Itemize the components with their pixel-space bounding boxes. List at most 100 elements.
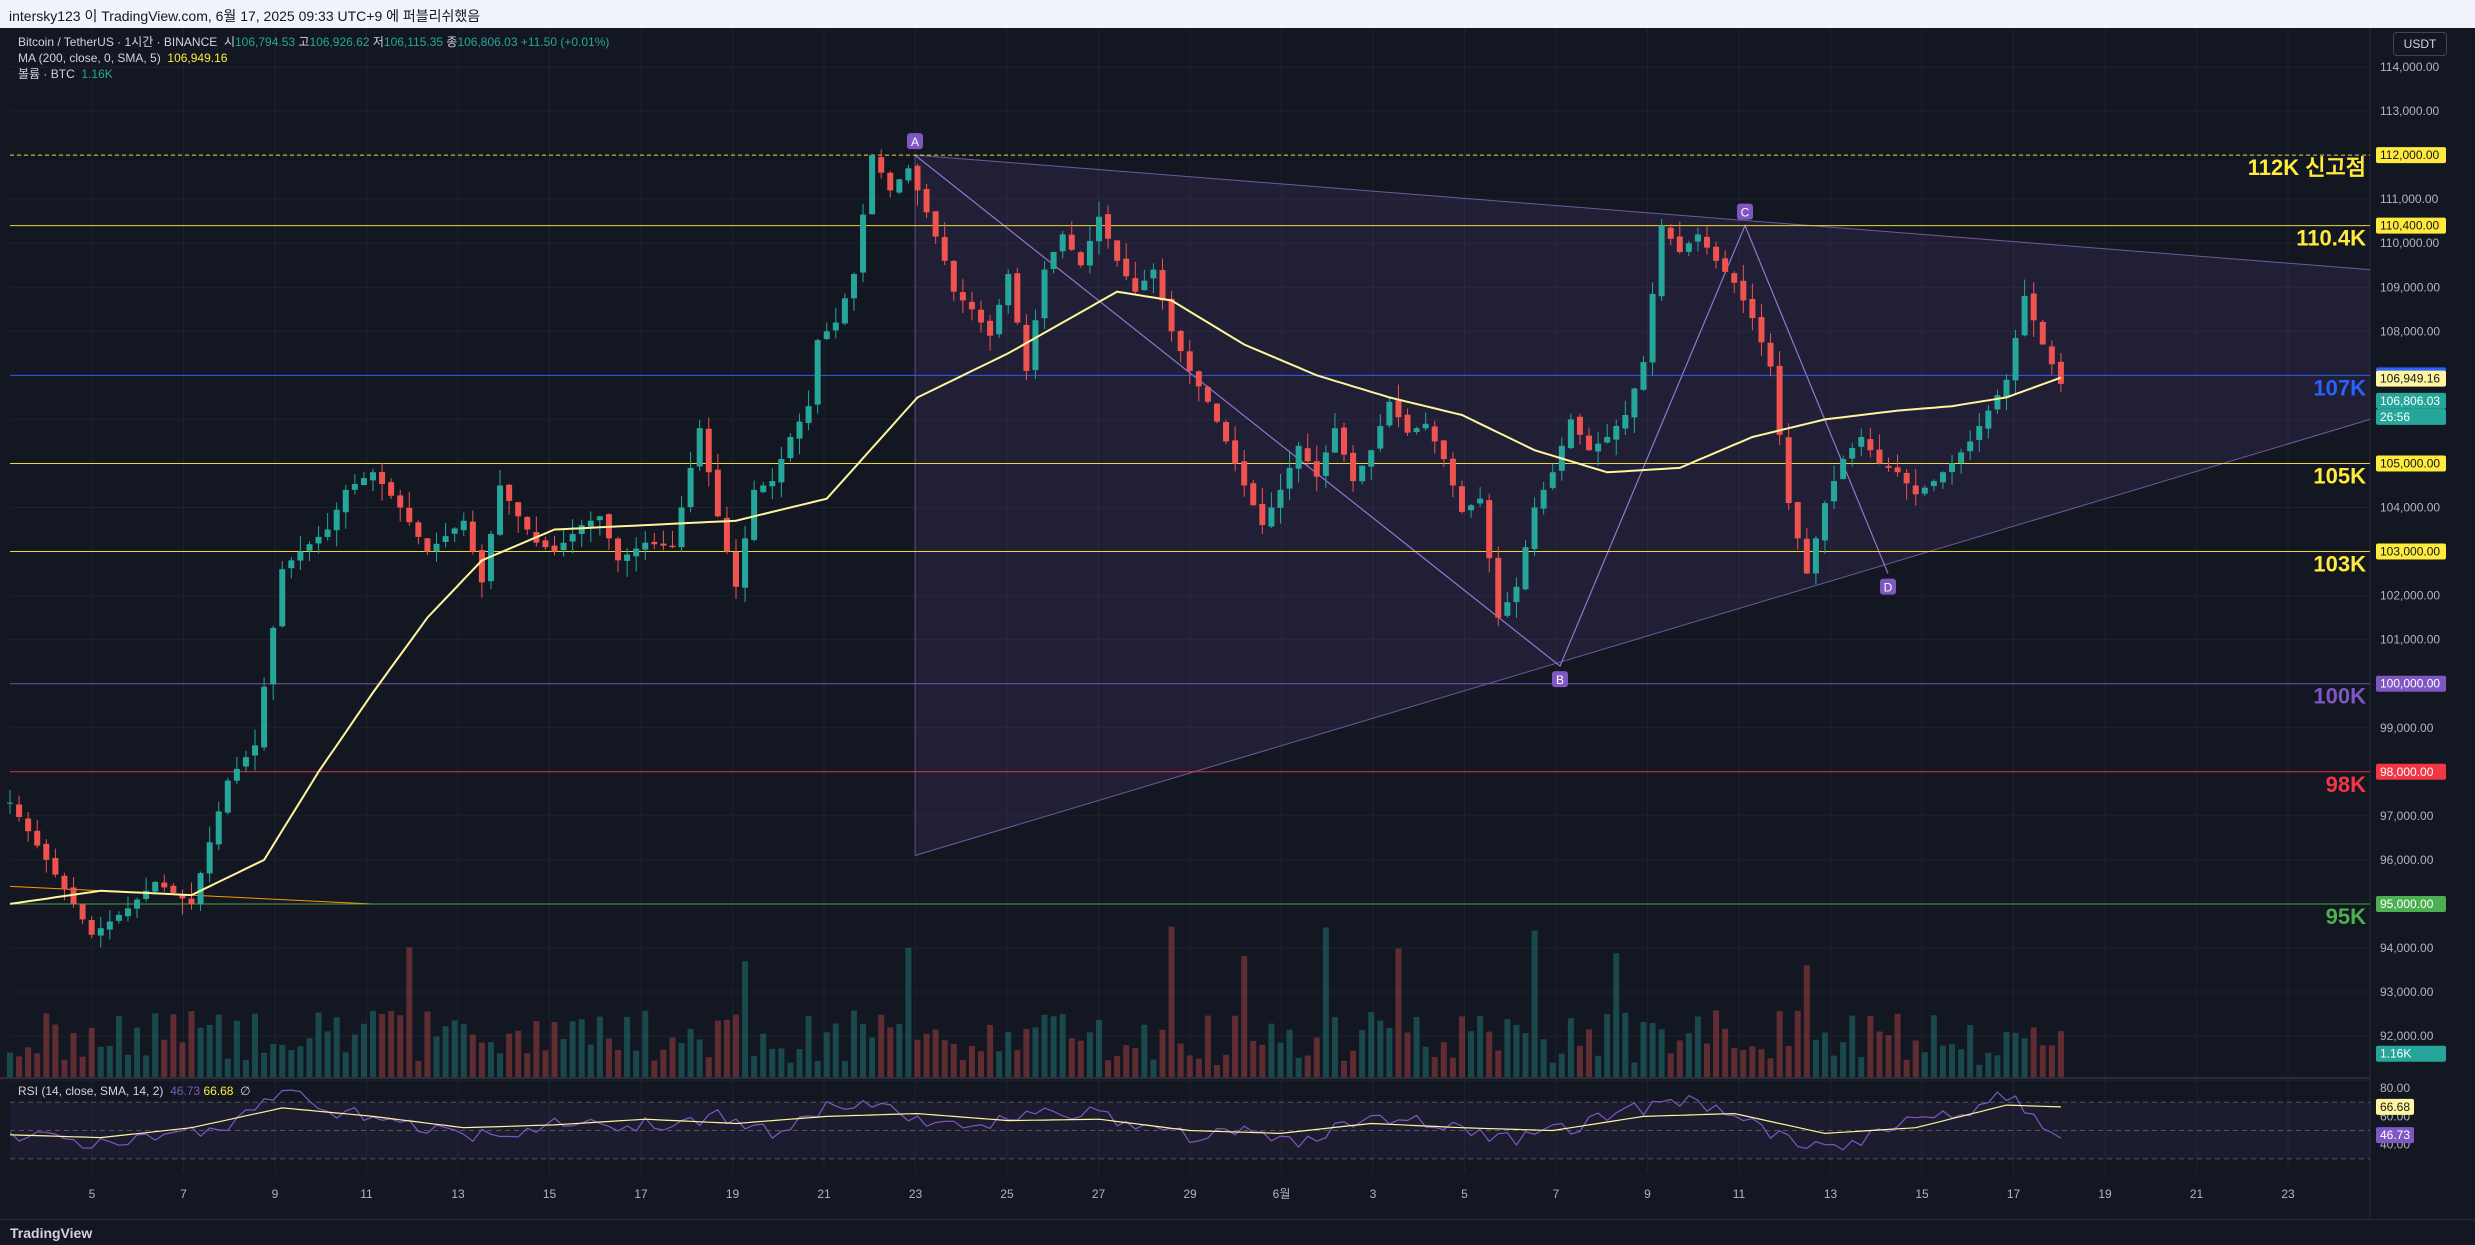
volume-legend[interactable]: 볼륨 · BTC 1.16K [18,66,113,82]
point-label: D [1884,581,1893,595]
volume-bar [315,1012,322,1077]
volume-bar [1350,1050,1357,1077]
level-axis-tag [2376,763,2446,780]
candle-body [1894,467,1901,473]
volume-bar [1458,1016,1465,1077]
candle-body [1994,395,2001,410]
candle-body [1849,448,1856,459]
volume-bar [723,1019,730,1077]
volume-bar [43,1013,50,1077]
price-axis-label: 101,000.00 [2380,633,2440,647]
volume-bar [1549,1062,1556,1077]
candle-body [941,237,948,261]
candle-body [823,331,830,340]
volume-label: 볼륨 · BTC [18,67,75,81]
volume-bar [1930,1015,1937,1077]
candle-body [1114,240,1121,261]
level-axis-tag [2376,675,2446,692]
candle-body [88,919,95,935]
volume-bar [261,1052,268,1077]
volume-bar [143,1055,150,1077]
volume-bar [1667,1053,1674,1077]
volume-bar [270,1044,277,1077]
volume-bar [351,1034,358,1077]
volume-bar [1604,1014,1611,1077]
candle-body [978,309,985,323]
volume-bar [1994,1055,2001,1077]
candle-body [2057,361,2064,384]
rsi-legend[interactable]: RSI (14, close, SMA, 14, 2) 46.73 66.68 … [18,1083,251,1099]
volume-bar [1250,1040,1257,1077]
candle-body [1613,426,1620,440]
candle-body [152,881,159,892]
volume-bar [1023,1029,1030,1077]
candle-body [578,525,585,534]
candle-body [1767,342,1774,367]
volume-bar [1105,1060,1112,1077]
candle-body [669,545,676,548]
volume-bar [905,947,912,1077]
volume-bar [1241,956,1248,1077]
candle-body [451,528,458,534]
ma-legend[interactable]: MA (200, close, 0, SMA, 5) 106,949.16 [18,50,227,66]
candle-body [1295,445,1302,469]
candle-body [1286,467,1293,489]
candle-body [170,885,177,893]
price-axis-label: 92,000.00 [2380,1029,2434,1043]
candle-body [587,520,594,527]
candle-body [987,320,994,336]
volume-bar [1694,1016,1701,1077]
candle-body [1939,472,1946,483]
volume-bar [487,1042,494,1077]
volume-bar [914,1039,921,1077]
level-label: 107K [2313,375,2366,400]
level-label: 110.4K [2296,226,2366,251]
time-axis-label: 7 [1553,1187,1560,1201]
candle-body [1313,461,1320,477]
volume-bar [878,1014,885,1077]
chart-svg[interactable]: 112K 신고점 110.4K 107K 105K 103K 100K 98K 95K A B C… [0,28,2475,1219]
price-axis-tag-text: 106,949.16 [2380,372,2440,386]
candle-body [97,928,104,936]
volume-bar [941,1040,948,1077]
volume-bar [887,1027,894,1077]
level-axis-tag-text: 105,000.00 [2380,456,2440,470]
volume-bar [433,1036,440,1077]
candle-body [1032,320,1039,371]
symbol-label[interactable]: Bitcoin / TetherUS · 1시간 · BINANCE [18,35,218,49]
candle-body [1086,240,1093,266]
volume-bar [760,1033,767,1077]
candle-body [206,842,213,874]
candle-body [1658,225,1665,297]
volume-bar [1223,1054,1230,1077]
volume-bar [732,1014,739,1077]
snapshot-header: intersky123 이 TradingView.com, 6월 17, 20… [0,0,2475,29]
candle-body [106,921,113,930]
volume-bar [115,1016,122,1077]
volume-bar [306,1038,313,1077]
tradingview-logo[interactable]: TradingView [10,1225,93,1241]
candle-body [1531,507,1538,550]
level-label: 112K 신고점 [2248,155,2366,180]
level-axis-tag-text: 112,000.00 [2380,148,2439,162]
candle-body [1141,280,1148,291]
candle-body [397,495,404,508]
candle-body [1595,443,1602,452]
candle-body [887,172,894,191]
candle-body [1631,388,1638,418]
volume-bar [2003,1031,2010,1077]
candle-body [43,843,50,860]
volume-bar [633,1050,640,1077]
volume-bar [1595,1055,1602,1077]
candle-body [115,914,122,921]
volume-bar [206,1024,213,1077]
time-axis-label: 23 [909,1187,923,1201]
volume-bar [1132,1047,1139,1077]
volume-bar [1005,1031,1012,1077]
footer: TradingView [0,1219,2475,1245]
volume-bar [406,947,413,1077]
chart-area[interactable]: 112K 신고점 110.4K 107K 105K 103K 100K 98K 95K A B C… [0,28,2475,1219]
volume-bar [1232,1015,1239,1077]
candle-body [233,768,240,781]
currency-unit-button[interactable]: USDT [2393,32,2447,56]
